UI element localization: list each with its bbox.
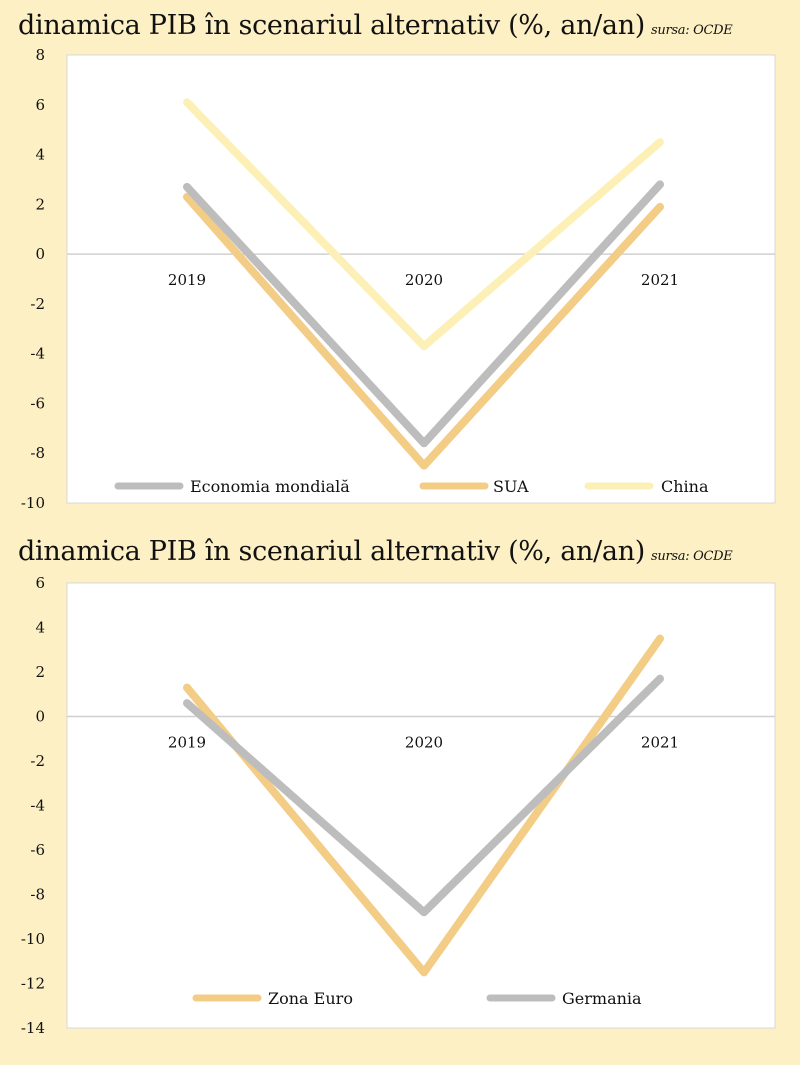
y-tick-label: -4 [30,345,45,363]
x-category-label: 2019 [168,734,206,752]
y-tick-label: -2 [30,752,45,770]
chart-1-title-text: dinamica PIB în scenariul alternativ (%,… [18,10,646,41]
chart-1-title: dinamica PIB în scenariul alternativ (%,… [18,10,733,41]
x-category-label: 2020 [405,271,443,289]
y-tick-label: 4 [35,619,45,637]
legend-label: Germania [562,989,642,1008]
y-tick-label: -14 [21,1019,45,1037]
y-tick-label: 0 [35,708,45,726]
chart-2-source: sursa: OCDE [651,549,733,564]
chart-2-title: dinamica PIB în scenariul alternativ (%,… [18,536,733,567]
y-tick-label: -8 [30,886,45,904]
y-tick-label: 6 [35,574,45,592]
chart-1-plot: 8 6 4 2 0 -2 -4 -6 -8 -10 2019 2020 2021 Economia mon… [21,46,776,512]
y-tick-label: -6 [30,841,45,859]
y-tick-label: 8 [35,46,45,64]
y-tick-label: 0 [35,245,45,263]
x-category-label: 2019 [168,271,206,289]
y-tick-label: 6 [35,96,45,114]
y-tick-label: -10 [21,494,45,512]
y-tick-label: -12 [21,975,45,993]
y-tick-label: 2 [35,663,45,681]
y-tick-label: 4 [35,146,45,164]
legend-label: Zona Euro [268,989,353,1008]
chart-2-title-text: dinamica PIB în scenariul alternativ (%,… [18,536,646,567]
y-tick-label: -8 [30,444,45,462]
x-category-label: 2020 [405,734,443,752]
legend-label: China [661,477,709,496]
y-tick-label: 2 [35,195,45,213]
legend-label: SUA [493,477,529,496]
plot-area [66,582,776,1029]
y-tick-label: -4 [30,797,45,815]
plot-area [66,54,776,504]
legend-label: Economia mondială [190,477,350,496]
x-category-label: 2021 [641,271,679,289]
y-tick-label: -2 [30,295,45,313]
chart-2-plot: 6 4 2 0 -2 -4 -6 -8 -10 -12 -14 2019 2020 2021 Zona Eu… [21,574,776,1037]
x-category-label: 2021 [641,734,679,752]
y-tick-label: -6 [30,394,45,412]
y-tick-label: -10 [21,930,45,948]
chart-1-source: sursa: OCDE [651,23,733,38]
